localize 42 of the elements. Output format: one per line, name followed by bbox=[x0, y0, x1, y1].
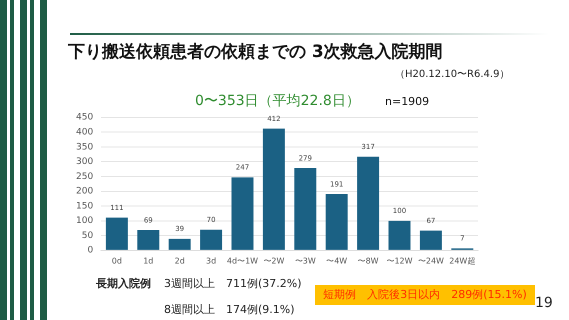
text: 3週間以上 711例(37.2%) bbox=[164, 276, 302, 291]
y-tick-label: 0 bbox=[87, 246, 94, 256]
bar bbox=[388, 220, 410, 250]
x-tick-label: 〜8W bbox=[358, 256, 379, 266]
chart-subtitle: （H20.12.10〜R6.4.9） bbox=[395, 68, 510, 81]
y-tick-label: 100 bbox=[76, 216, 94, 226]
y-tick-label: 400 bbox=[76, 128, 94, 138]
bar bbox=[326, 194, 348, 250]
x-tick-label: 2d bbox=[174, 256, 185, 266]
bar bbox=[106, 218, 128, 250]
y-tick-label: 450 bbox=[76, 112, 94, 123]
bar bbox=[357, 156, 380, 250]
x-tick-label: 0d bbox=[112, 256, 122, 266]
y-tick-label: 300 bbox=[76, 157, 94, 168]
y-tick-label: 350 bbox=[76, 142, 94, 152]
text: 19 bbox=[535, 295, 553, 311]
bar bbox=[231, 177, 254, 250]
bar bbox=[420, 230, 442, 250]
chart-title: 下り搬送依頼患者の依頼までの 3次救急入院期間 bbox=[68, 41, 443, 63]
x-tick-label: 〜4W bbox=[326, 256, 348, 266]
x-tick-label: 4d〜1W bbox=[226, 256, 258, 266]
x-tick-label: 24W超 bbox=[449, 256, 476, 266]
bar bbox=[294, 168, 316, 250]
y-tick-label: 50 bbox=[82, 230, 94, 241]
x-tick-label: 3d bbox=[206, 256, 216, 266]
bar bbox=[262, 128, 285, 250]
x-tick-label: 〜12W bbox=[386, 256, 413, 266]
text: 0〜353日（平均22.8日） bbox=[195, 92, 360, 110]
x-tick-label: 〜3W bbox=[294, 256, 316, 266]
y-tick-label: 250 bbox=[76, 172, 94, 182]
x-tick-label: 1d bbox=[143, 256, 154, 266]
x-tick-label: 〜24W bbox=[418, 256, 444, 266]
x-tick-label: 〜2W bbox=[263, 256, 284, 266]
bar bbox=[168, 238, 191, 250]
text: n=1909 bbox=[385, 95, 430, 108]
y-tick-label: 200 bbox=[76, 186, 94, 197]
bar bbox=[200, 230, 222, 250]
text: 短期例 入院後3日以内 289例(15.1%) bbox=[315, 285, 535, 305]
text: 長期入院例 bbox=[96, 276, 151, 291]
bar bbox=[137, 230, 160, 250]
text: 8週間以上 174例(9.1%) bbox=[164, 302, 295, 317]
y-tick-label: 150 bbox=[76, 201, 94, 212]
